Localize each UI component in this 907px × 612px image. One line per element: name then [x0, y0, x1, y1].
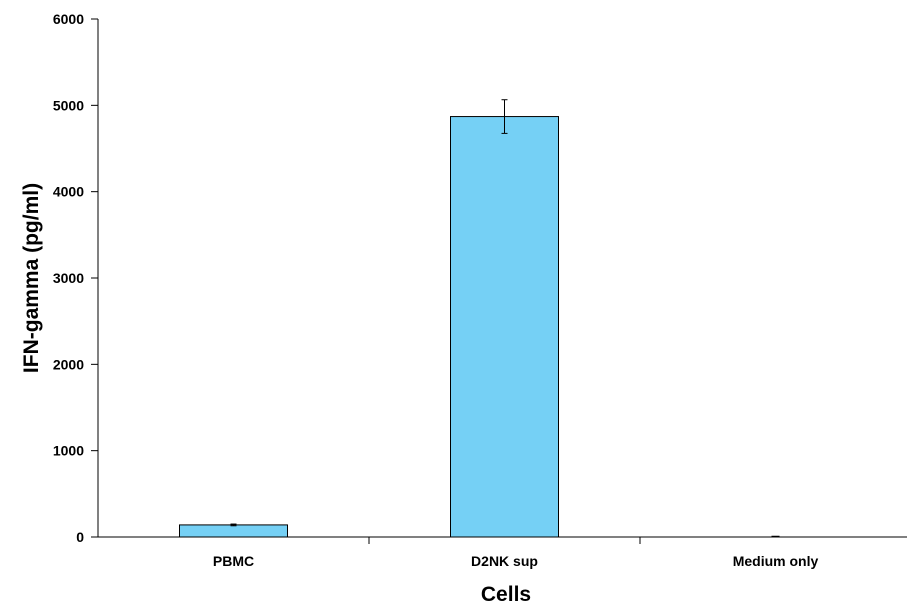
- y-tick-label: 5000: [53, 97, 84, 113]
- bar: [179, 524, 288, 538]
- x-axis-ticks: PBMC D2NK sup Medium only: [213, 537, 819, 569]
- y-tick-label: 0: [76, 529, 84, 545]
- y-tick-label: 2000: [53, 356, 84, 372]
- y-tick-label: 1000: [53, 443, 84, 459]
- y-tick-label: 3000: [53, 270, 84, 286]
- y-tick-label: 4000: [53, 184, 84, 200]
- y-axis-ticks: 0 1000 2000 3000 4000 5000 6000: [53, 11, 98, 545]
- x-tick-label: PBMC: [213, 553, 254, 569]
- bars: [179, 116, 780, 538]
- error-bars: [230, 99, 508, 527]
- bar: [450, 116, 559, 538]
- y-tick-label: 6000: [53, 11, 84, 27]
- y-axis-title: IFN-gamma (pg/ml): [20, 183, 43, 373]
- x-tick-label: D2NK sup: [471, 553, 538, 569]
- x-tick-label: Medium only: [733, 553, 819, 569]
- x-axis-title: Cells: [481, 583, 531, 606]
